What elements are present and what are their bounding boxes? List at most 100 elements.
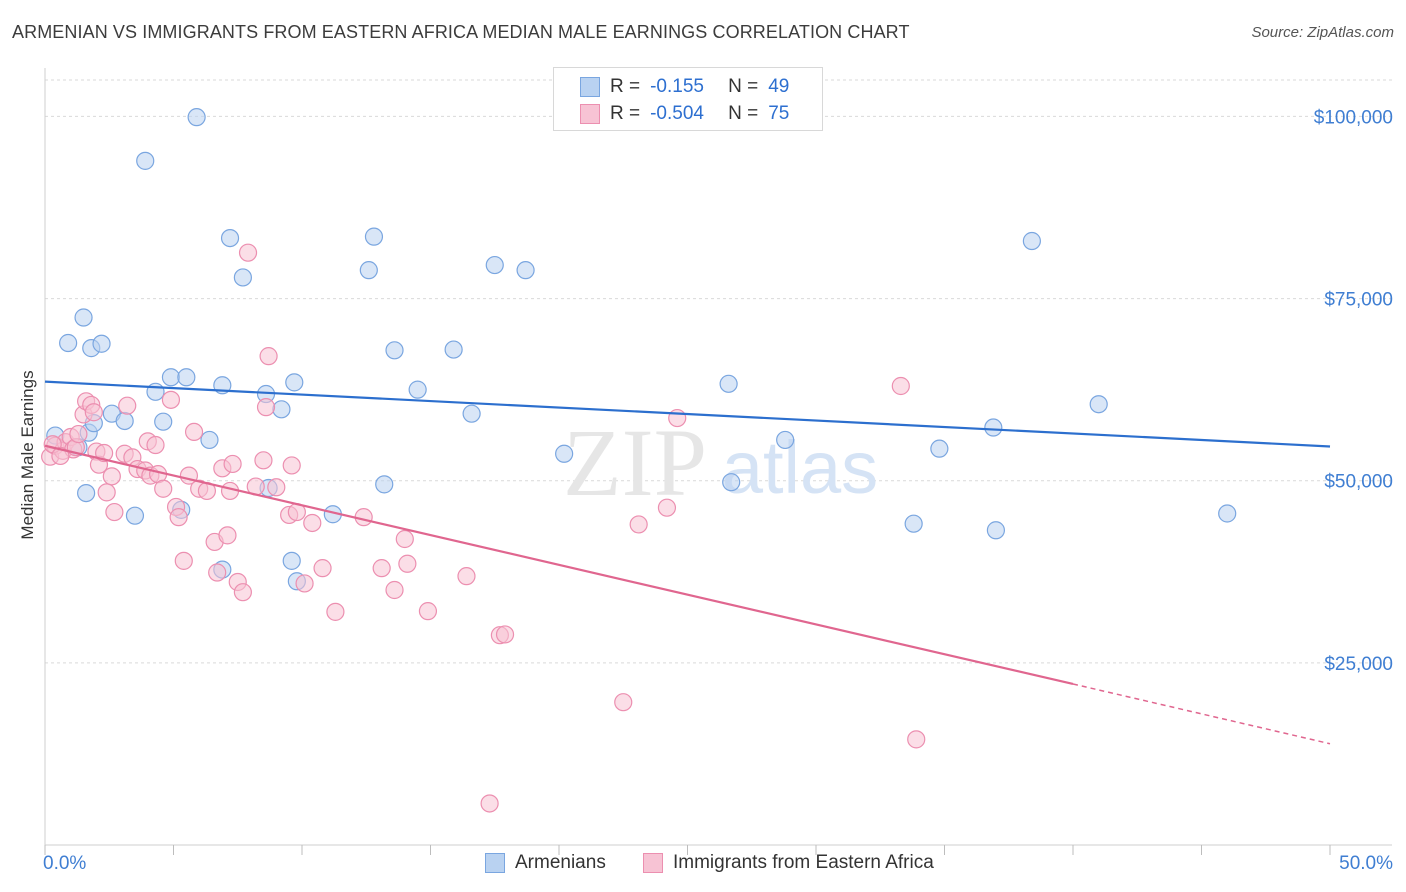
eastern-africa-point — [223, 454, 242, 474]
eastern-africa-point — [395, 529, 414, 549]
armenians-point — [187, 108, 206, 127]
armenians-point — [74, 308, 93, 327]
data-points — [41, 108, 1237, 813]
armenians-point — [77, 484, 96, 503]
armenians-point — [722, 473, 741, 492]
armenians-point — [115, 411, 134, 431]
armenians-trend-line — [44, 380, 1331, 448]
armenians-point — [154, 412, 173, 431]
eastern-africa-point — [184, 422, 204, 441]
eastern-africa-point — [495, 625, 515, 644]
eastern-africa-swatch — [643, 853, 663, 873]
legend-r-value: -0.155 — [650, 76, 704, 97]
armenians-point — [125, 506, 145, 525]
legend-label-eastern-africa: Immigrants from Eastern Africa — [673, 852, 934, 873]
eastern-africa-point — [154, 479, 173, 498]
eastern-africa-point — [457, 567, 476, 586]
armenians-point — [200, 430, 219, 450]
eastern-africa-point — [372, 559, 391, 578]
axes — [44, 68, 1392, 855]
eastern-africa-point — [256, 398, 276, 417]
y-axis-label: Median Male Earnings — [18, 370, 37, 539]
watermark-atlas: atlas — [722, 426, 878, 509]
armenians-point — [1218, 504, 1237, 523]
y-tick-label: $25,000 — [1324, 654, 1393, 675]
armenians-swatch — [485, 853, 505, 873]
eastern-africa-point — [326, 602, 345, 621]
legend-n-label: N = — [728, 76, 759, 97]
legend-item-armenians[interactable]: Armenians — [485, 852, 606, 874]
legend-item-eastern-africa[interactable]: Immigrants from Eastern Africa — [643, 852, 934, 874]
eastern-africa-point — [238, 243, 258, 262]
eastern-africa-point — [51, 446, 70, 466]
legend-r-label: R = — [610, 103, 641, 124]
armenians-point — [59, 333, 78, 353]
eastern-africa-point — [259, 347, 278, 366]
eastern-africa-point — [118, 396, 137, 415]
armenians-point — [220, 229, 240, 248]
eastern-africa-point — [233, 583, 252, 602]
armenians-point — [233, 268, 252, 287]
eastern-africa-point — [385, 580, 404, 600]
eastern-africa-swatch — [580, 104, 600, 124]
armenians-point — [485, 255, 504, 275]
eastern-africa-point — [614, 693, 633, 712]
armenians-point — [364, 227, 384, 246]
armenians-point — [408, 380, 427, 399]
armenians-point — [359, 261, 378, 280]
armenians-point — [177, 368, 196, 387]
eastern-africa-point — [105, 502, 124, 522]
legend-r-value: -0.504 — [650, 103, 704, 124]
eastern-africa-trend-extension — [1072, 683, 1331, 745]
eastern-africa-point — [657, 498, 677, 517]
eastern-africa-point — [97, 483, 116, 502]
eastern-africa-point — [629, 515, 648, 534]
armenians-point — [272, 400, 291, 419]
armenians-point — [375, 475, 394, 494]
series-legend: Armenians Immigrants from Eastern Africa — [0, 852, 1406, 878]
armenians-point — [444, 340, 463, 359]
legend-r-label: R = — [610, 76, 641, 97]
eastern-africa-point — [208, 563, 227, 582]
x-tick-label-end: 50.0% — [1339, 853, 1393, 874]
eastern-africa-point — [891, 376, 910, 396]
eastern-africa-point — [282, 456, 301, 475]
eastern-africa-point — [480, 794, 499, 813]
armenians-point — [986, 521, 1006, 540]
eastern-africa-trend-line — [44, 444, 1074, 686]
eastern-africa-point — [174, 551, 193, 570]
armenians-point — [719, 374, 738, 393]
y-tick-label: $50,000 — [1324, 472, 1393, 493]
eastern-africa-point — [254, 451, 273, 470]
armenians-point — [136, 151, 155, 170]
armenians-point — [984, 418, 1003, 437]
legend-row-armenians: R = -0.155 N = 49 — [580, 75, 789, 99]
armenians-point — [462, 404, 481, 423]
legend-n-value: 49 — [768, 76, 790, 97]
eastern-africa-point — [418, 602, 438, 621]
armenians-point — [555, 444, 574, 463]
legend-n-label: N = — [728, 103, 759, 124]
stats-legend: R = -0.155 N = 49 R = -0.504 N = 75 — [553, 67, 823, 131]
eastern-africa-point — [95, 443, 114, 463]
tick-labels: $25,000 $50,000 $75,000 $100,000 0.0% 50.0% — [43, 107, 1393, 874]
armenians-point — [930, 439, 949, 458]
armenians-point — [904, 514, 923, 533]
legend-row-eastern-africa: R = -0.504 N = 75 — [580, 102, 789, 126]
source-label: Source: ZipAtlas.com — [1251, 24, 1394, 41]
armenians-point — [776, 430, 795, 450]
legend-label-armenians: Armenians — [515, 852, 606, 873]
y-tick-label: $75,000 — [1324, 290, 1393, 311]
armenians-point — [285, 373, 304, 392]
eastern-africa-point — [398, 554, 417, 573]
eastern-africa-point — [146, 435, 165, 455]
eastern-africa-point — [84, 403, 103, 422]
watermark-zip: ZIP — [563, 409, 707, 516]
eastern-africa-point — [303, 513, 322, 533]
armenians-swatch — [580, 77, 600, 97]
x-tick-label-start: 0.0% — [43, 853, 86, 874]
eastern-africa-point — [907, 730, 926, 749]
armenians-point — [1022, 231, 1041, 251]
chart-title: ARMENIAN VS IMMIGRANTS FROM EASTERN AFRI… — [12, 22, 910, 42]
